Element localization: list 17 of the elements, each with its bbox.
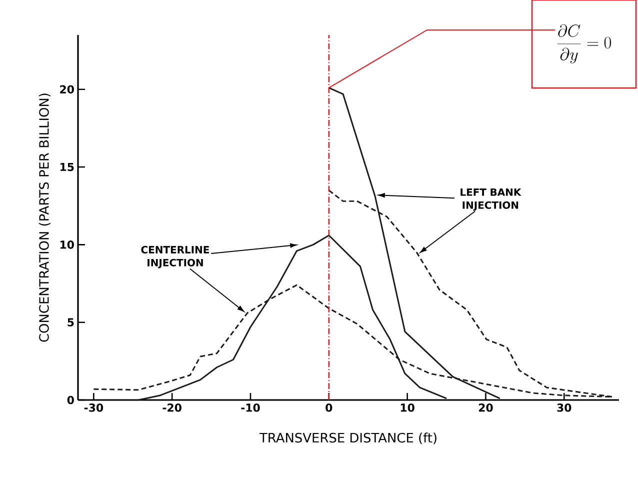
x-tick-label: 10	[400, 404, 414, 412]
x-axis-title: TRANSVERSE DISTANCE (ft)	[259, 432, 436, 444]
annotation: LEFT BANK INJECTION	[460, 188, 522, 211]
x-tick-label: 20	[478, 404, 493, 412]
x-tick-label: -20	[162, 404, 182, 412]
y-tick-label: 5	[68, 318, 74, 326]
x-tick-label: 30	[557, 404, 572, 412]
y-tick-label: 20	[60, 85, 74, 94]
x-tick-label: -30	[84, 404, 104, 412]
y-tick-label: 0	[67, 396, 74, 404]
annotation: CENTERLINE INJECTION	[141, 246, 209, 268]
x-tick-label: 0	[326, 404, 332, 412]
y-tick-label: 15	[60, 162, 74, 172]
y-tick-label: 10	[60, 240, 74, 249]
annotation: $\frac{\partial C}{\partial y}=0$	[558, 24, 612, 64]
x-tick-label: -10	[241, 404, 260, 412]
y-axis-title: CONCENTRATION (PARTS PER BILLION)	[38, 94, 50, 342]
